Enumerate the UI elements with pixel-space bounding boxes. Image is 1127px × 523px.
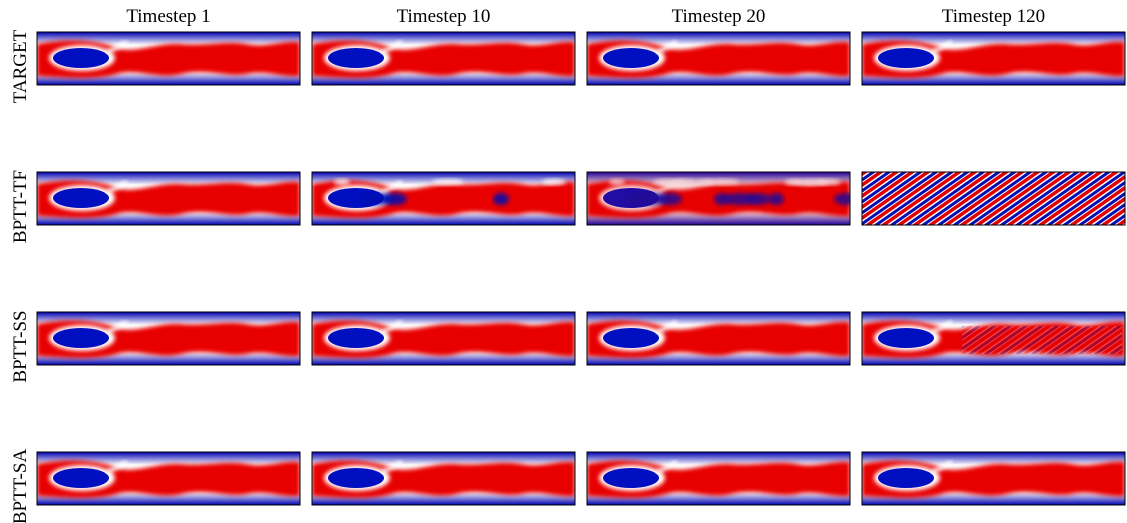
panel-frame xyxy=(861,451,1126,506)
panel-frame xyxy=(861,31,1126,86)
flow-field xyxy=(37,452,300,505)
panel-frame xyxy=(311,31,576,86)
flow-panel xyxy=(311,171,576,226)
artifact xyxy=(724,193,756,205)
flow-panel xyxy=(311,31,576,86)
panel-image xyxy=(862,452,1125,505)
artifact xyxy=(334,179,350,185)
artifact xyxy=(834,193,850,205)
panel-image xyxy=(312,32,575,85)
flow-panel xyxy=(586,31,851,86)
artifact xyxy=(785,179,801,185)
panel-frame xyxy=(311,311,576,366)
panel-image xyxy=(312,172,575,225)
panel-frame xyxy=(586,171,851,226)
flow-panel xyxy=(36,451,301,506)
panel-image xyxy=(312,312,575,365)
flow-panel xyxy=(311,451,576,506)
artifact xyxy=(432,179,464,185)
artifact xyxy=(653,179,685,185)
artifact xyxy=(795,179,827,185)
panel-frame xyxy=(36,311,301,366)
row-label: BPTT-SA xyxy=(10,449,31,523)
flow-field xyxy=(587,452,850,505)
flow-panel xyxy=(36,311,301,366)
panel-image xyxy=(587,312,850,365)
panel-image xyxy=(312,452,575,505)
panel-image xyxy=(862,32,1125,85)
flow-field xyxy=(862,32,1125,85)
panel-image xyxy=(862,312,1125,365)
flow-panel xyxy=(586,451,851,506)
column-title: Timestep 120 xyxy=(942,6,1045,27)
column-title: Timestep 20 xyxy=(672,6,766,27)
row-label: TARGET xyxy=(10,29,31,103)
flow-panel xyxy=(861,171,1126,226)
panel-image xyxy=(37,32,300,85)
flow-field xyxy=(587,312,850,365)
column-title: Timestep 1 xyxy=(126,6,210,27)
artifact xyxy=(707,179,739,185)
flow-panel xyxy=(36,31,301,86)
row-label: BPTT-TF xyxy=(10,170,31,243)
flow-field xyxy=(587,32,850,85)
artifact xyxy=(626,193,642,205)
panel-frame xyxy=(861,171,1126,226)
panel-frame xyxy=(311,171,576,226)
panel-image xyxy=(862,172,1125,225)
row-label: BPTT-SS xyxy=(10,310,31,382)
artifact xyxy=(962,326,1122,354)
flow-field xyxy=(862,452,1125,505)
flow-field xyxy=(312,32,575,85)
panel-frame xyxy=(36,171,301,226)
artifact xyxy=(768,193,784,205)
artifact xyxy=(542,179,566,185)
flow-field xyxy=(37,312,300,365)
panel-image xyxy=(587,32,850,85)
panel-frame xyxy=(36,451,301,506)
artifact xyxy=(587,172,850,225)
flow-field xyxy=(312,452,575,505)
panel-image xyxy=(37,172,300,225)
panel-image xyxy=(587,172,850,225)
noise-field xyxy=(862,172,1125,225)
flow-panel xyxy=(861,451,1126,506)
panel-frame xyxy=(36,31,301,86)
flow-panel xyxy=(586,311,851,366)
panel-frame xyxy=(311,451,576,506)
panel-image xyxy=(587,452,850,505)
flow-field xyxy=(312,312,575,365)
panel-image xyxy=(37,312,300,365)
flow-panel xyxy=(861,31,1126,86)
flow-panel xyxy=(586,171,851,226)
artifact xyxy=(697,179,713,185)
panel-frame xyxy=(586,31,851,86)
artifact xyxy=(493,193,509,205)
flow-panel xyxy=(36,171,301,226)
artifact xyxy=(361,193,393,205)
flow-panel xyxy=(861,311,1126,366)
panel-frame xyxy=(861,311,1126,366)
artifact xyxy=(636,193,668,205)
flow-field xyxy=(37,32,300,85)
flow-field xyxy=(37,172,300,225)
artifact xyxy=(609,179,625,185)
panel-frame xyxy=(586,311,851,366)
artifact xyxy=(714,193,730,205)
panel-image xyxy=(37,452,300,505)
column-title: Timestep 10 xyxy=(397,6,491,27)
flow-panel xyxy=(311,311,576,366)
panel-frame xyxy=(586,451,851,506)
